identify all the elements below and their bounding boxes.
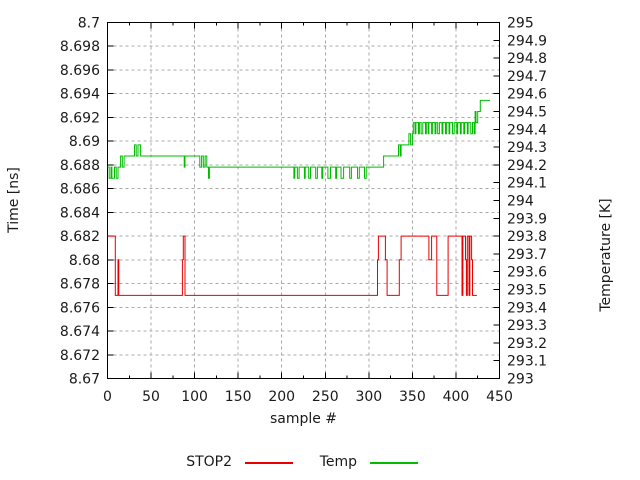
series-temp-line — [107, 99, 490, 179]
y-tick-label: 8.67 — [69, 372, 100, 388]
y-tick-label: 8.682 — [60, 229, 100, 245]
x-tick-label: 0 — [103, 389, 112, 405]
y-tick-label: 8.684 — [60, 205, 100, 221]
x-tick-label: 50 — [142, 389, 160, 405]
y2-tick-label: 293 — [507, 372, 534, 388]
y2-tick-label: 294.8 — [507, 51, 547, 67]
y2-tick-label: 293.8 — [507, 229, 547, 245]
y-tick-label: 8.688 — [60, 158, 100, 174]
tick-labels: 8.7 8.698 8.696 8.694 8.692 8.69 8.688 8.686 8.6… — [60, 16, 547, 406]
y2-tick-label: 294.5 — [507, 105, 547, 121]
y2-tick-label: 294.6 — [507, 87, 547, 103]
x-tick-label: 350 — [399, 389, 426, 405]
legend-line-stop2-icon — [245, 462, 293, 464]
y-tick-label: 8.7 — [78, 16, 100, 32]
series-stop2-line — [107, 235, 477, 296]
y2-tick-label: 294 — [507, 194, 534, 210]
y2-tick-label: 294.2 — [507, 158, 547, 174]
y2-tick-label: 293.1 — [507, 354, 547, 370]
y-tick-label: 8.678 — [60, 277, 100, 293]
x-tick-label: 300 — [355, 389, 382, 405]
legend-line-temp-icon — [370, 462, 418, 464]
y2-tick-label: 293.3 — [507, 318, 547, 334]
x-axis-title: sample # — [269, 411, 338, 427]
y2-tick-label: 293.5 — [507, 283, 547, 299]
tick-marks — [107, 22, 500, 379]
right-axis-title: Temperature [K] — [598, 198, 614, 312]
y-tick-label: 8.676 — [60, 300, 100, 316]
y-tick-label: 8.692 — [60, 110, 100, 126]
y2-tick-label: 293.4 — [507, 300, 547, 316]
x-tick-label: 250 — [312, 389, 339, 405]
y-tick-label: 8.698 — [60, 39, 100, 55]
y-tick-label: 8.672 — [60, 348, 100, 364]
x-tick-label: 200 — [268, 389, 295, 405]
grid-lines — [107, 22, 500, 379]
y-tick-label: 8.686 — [60, 182, 100, 198]
y2-tick-label: 293.9 — [507, 211, 547, 227]
y2-tick-label: 294.9 — [507, 33, 547, 49]
y2-tick-label: 294.1 — [507, 176, 547, 192]
y2-tick-label: 294.7 — [507, 69, 547, 85]
legend-label-stop2: STOP2 — [186, 454, 232, 470]
y-tick-label: 8.674 — [60, 324, 100, 340]
y-tick-label: 8.69 — [69, 134, 100, 150]
y2-tick-label: 294.3 — [507, 140, 547, 156]
y-tick-label: 8.694 — [60, 87, 100, 103]
left-axis-title: Time [ns] — [6, 167, 22, 233]
y-tick-label: 8.68 — [69, 253, 100, 269]
y2-tick-label: 293.7 — [507, 247, 547, 263]
y-tick-label: 8.696 — [60, 63, 100, 79]
y2-tick-label: 293.2 — [507, 336, 547, 352]
x-tick-label: 400 — [443, 389, 470, 405]
plot-frame — [107, 22, 500, 379]
legend-label-temp: Temp — [319, 454, 357, 470]
x-tick-label: 100 — [181, 389, 208, 405]
y2-tick-label: 294.4 — [507, 122, 547, 138]
y2-tick-label: 293.6 — [507, 265, 547, 281]
y2-tick-label: 295 — [507, 16, 534, 32]
x-tick-label: 150 — [225, 389, 252, 405]
x-tick-label: 450 — [486, 389, 513, 405]
